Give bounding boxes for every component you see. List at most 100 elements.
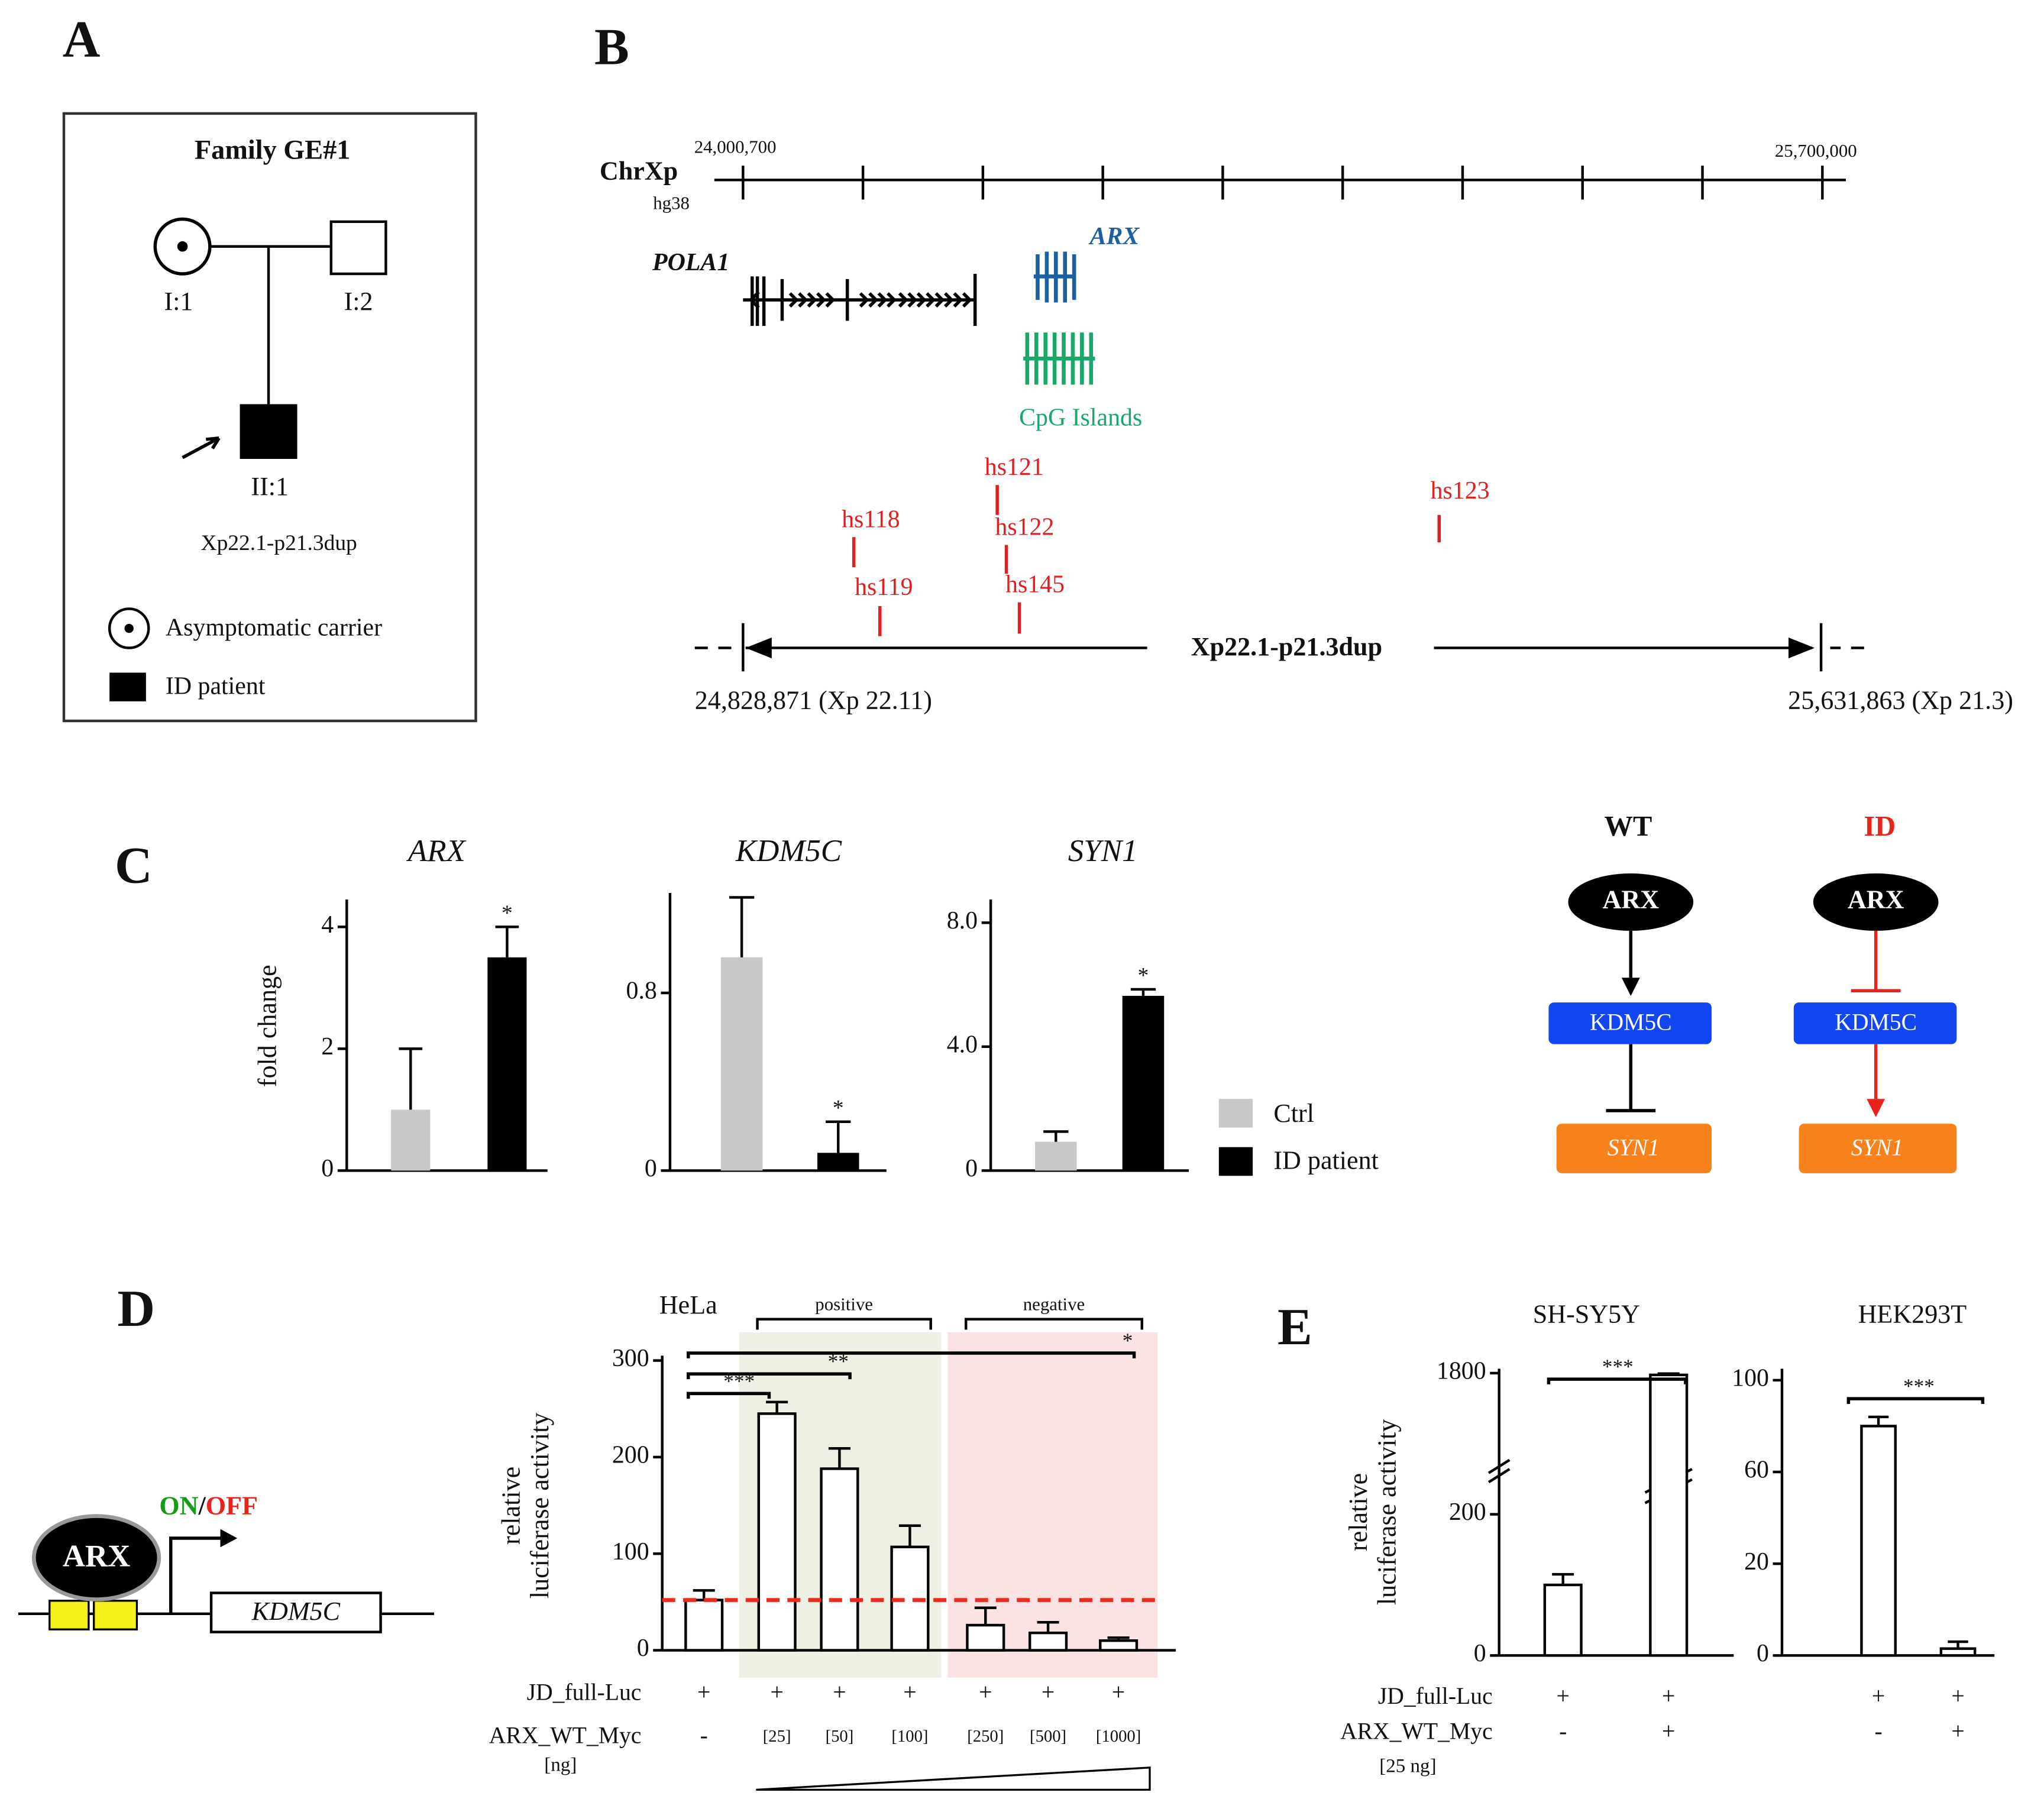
error-bar bbox=[495, 926, 519, 957]
arx-node bbox=[1568, 873, 1694, 931]
node-label: ARX bbox=[1848, 885, 1904, 914]
pedigree: Family GE#1 I:1 I:2 II:1 Xp22.1-p21.3dup… bbox=[62, 112, 477, 723]
bar bbox=[684, 1599, 724, 1652]
breakpoint-label: 24,828,871 (Xp 22.11) bbox=[695, 685, 932, 714]
pathway: WT ID ARX ARX KDM5C KDM5C SYN1 SYN1 bbox=[1548, 811, 1957, 1173]
y-tick-label: 0 bbox=[645, 1155, 657, 1182]
bar bbox=[487, 957, 527, 1171]
significance: * bbox=[833, 1096, 844, 1121]
y-tick-label: 300 bbox=[612, 1345, 649, 1372]
chart-title: SYN1 bbox=[1068, 834, 1138, 868]
bar bbox=[1649, 1373, 1689, 1657]
build-label: hg38 bbox=[653, 193, 690, 213]
enhancer-marks bbox=[852, 485, 1441, 636]
error-bar bbox=[1130, 988, 1156, 996]
node-label: KDM5C bbox=[1590, 1009, 1672, 1036]
y-tick-label: 100 bbox=[612, 1538, 649, 1565]
row-unit: [25 ng] bbox=[1379, 1755, 1436, 1777]
row-value: + bbox=[1042, 1680, 1055, 1706]
off: OFF bbox=[206, 1491, 258, 1520]
bar bbox=[820, 1467, 859, 1652]
enhancer-label: hs123 bbox=[1431, 477, 1490, 504]
chromosome-label: ChrXp bbox=[600, 156, 678, 185]
row-value: [1000] bbox=[1096, 1727, 1141, 1746]
enhancer-label: hs122 bbox=[995, 514, 1054, 541]
gene-model bbox=[1033, 251, 1076, 303]
panel-label: A bbox=[63, 10, 101, 68]
genome-track: ChrXp hg38 24,000,700 25,700,000 POLA1 A… bbox=[600, 137, 2013, 715]
error-bar bbox=[766, 1400, 788, 1414]
enhancer-label: hs121 bbox=[985, 454, 1044, 481]
legend-swatch bbox=[1218, 1099, 1253, 1128]
node-label: SYN1 bbox=[1851, 1134, 1903, 1160]
individual-label: I:2 bbox=[344, 287, 373, 316]
y-tick-label: 200 bbox=[1449, 1499, 1486, 1526]
row-value: [250] bbox=[967, 1727, 1004, 1746]
inhibition bbox=[1851, 930, 1901, 993]
gene-label: KDM5C bbox=[251, 1597, 341, 1626]
error-bar bbox=[1107, 1636, 1130, 1641]
y-tick-label: 0 bbox=[1474, 1640, 1486, 1667]
chart-title: HEK293T bbox=[1858, 1299, 1967, 1328]
significance: * bbox=[1138, 964, 1149, 988]
y-axis-label: fold change bbox=[253, 965, 282, 1087]
y-tick-label: 1800 bbox=[1437, 1358, 1486, 1385]
condition-label: WT bbox=[1604, 811, 1652, 842]
panel-label: C bbox=[115, 837, 153, 895]
error-bar bbox=[1037, 1620, 1059, 1633]
gene-label: ARX bbox=[1088, 223, 1140, 250]
duplication-label: Xp22.1-p21.3dup bbox=[1191, 632, 1382, 661]
axis-break bbox=[1487, 1458, 1693, 1504]
bar bbox=[1035, 1141, 1077, 1171]
coordinate-label: 25,700,000 bbox=[1775, 141, 1857, 161]
y-tick-label: 4.0 bbox=[947, 1031, 978, 1058]
arx-node bbox=[1813, 873, 1939, 931]
y-axis-label: relative bbox=[1344, 1473, 1373, 1551]
y-tick-label: 0 bbox=[1757, 1640, 1769, 1667]
row-unit: [ng] bbox=[544, 1754, 577, 1775]
comparison-line bbox=[686, 1392, 771, 1399]
node-label: KDM5C bbox=[1835, 1009, 1917, 1036]
row-value: + bbox=[833, 1680, 846, 1706]
frame bbox=[62, 112, 477, 723]
legend-swatch bbox=[1218, 1147, 1253, 1176]
row-value: - bbox=[700, 1722, 708, 1748]
legend-dot bbox=[124, 623, 134, 633]
error-bar bbox=[729, 896, 755, 957]
group-bracket bbox=[965, 1318, 1143, 1330]
y-axis-label: luciferase activity bbox=[1373, 1419, 1402, 1606]
error-bar bbox=[898, 1524, 921, 1547]
y-axis-label: relative bbox=[497, 1467, 526, 1545]
error-bar bbox=[826, 1120, 851, 1153]
bar bbox=[817, 1153, 859, 1171]
row-label: ARX_WT_Myc bbox=[1340, 1719, 1493, 1745]
row-value: + bbox=[1112, 1680, 1125, 1706]
inhibition bbox=[1606, 1044, 1656, 1112]
y-tick-label: 0 bbox=[321, 1155, 334, 1182]
binding-site bbox=[48, 1600, 90, 1630]
y-tick-label: 8.0 bbox=[947, 907, 978, 934]
group-bracket bbox=[756, 1318, 932, 1330]
arrowhead bbox=[1867, 1099, 1885, 1118]
carrier-dot bbox=[177, 241, 188, 252]
legend-label: ID patient bbox=[1273, 1146, 1378, 1174]
individual-label: II:1 bbox=[251, 472, 289, 501]
gene-label: POLA1 bbox=[652, 249, 729, 276]
comparison-label: * bbox=[1123, 1329, 1133, 1352]
group-label: negative bbox=[1023, 1295, 1085, 1315]
row-value: + bbox=[1951, 1719, 1964, 1745]
error-bar bbox=[1948, 1640, 1968, 1649]
significance: * bbox=[502, 901, 513, 926]
promoter-diagram: ARX ON/OFF KDM5C bbox=[18, 1491, 1151, 1791]
panel-label: B bbox=[594, 18, 629, 76]
cpg-islands bbox=[1023, 332, 1095, 385]
y-tick-label: 4 bbox=[321, 911, 334, 939]
row-value: + bbox=[697, 1680, 710, 1706]
row-value: - bbox=[1559, 1719, 1567, 1745]
y-axis-label: luciferase activity bbox=[525, 1413, 554, 1599]
error-bar bbox=[1552, 1572, 1574, 1585]
row-label: JD_full-Luc bbox=[1378, 1683, 1493, 1709]
arrowhead bbox=[220, 1529, 238, 1548]
proband-arrow bbox=[182, 436, 221, 460]
kdm5c-node bbox=[1793, 1002, 1957, 1044]
